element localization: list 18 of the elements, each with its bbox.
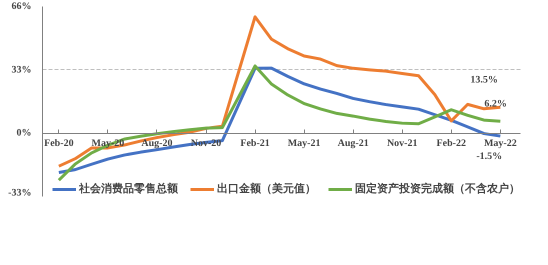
y-tick-label: 33%: [12, 64, 32, 76]
annotation: -1.5%: [476, 151, 502, 162]
x-tick-label: Aug-21: [338, 138, 369, 150]
x-tick-label: Feb-21: [240, 138, 270, 150]
x-tick-label: May-22: [484, 138, 517, 150]
y-tick-label: 0%: [16, 128, 32, 139]
annotation: 6.2%: [484, 98, 507, 110]
legend-label: 社会消费品零售总额: [79, 182, 178, 196]
x-tick-label: May-21: [288, 138, 321, 150]
y-tick-label: 66%: [12, 1, 32, 12]
x-tick-label: Feb-22: [436, 138, 466, 150]
y-tick-label: -33%: [8, 188, 32, 198]
x-tick-label: Feb-20: [44, 138, 74, 150]
legend-label: 出口金额（美元值）: [217, 181, 316, 196]
x-tick-label: Nov-21: [386, 138, 418, 150]
annotation: 13.5%: [470, 74, 498, 86]
x-tick-label: Aug-20: [141, 138, 173, 150]
legend-label: 固定资产投资完成额（不含农户）: [355, 182, 520, 196]
